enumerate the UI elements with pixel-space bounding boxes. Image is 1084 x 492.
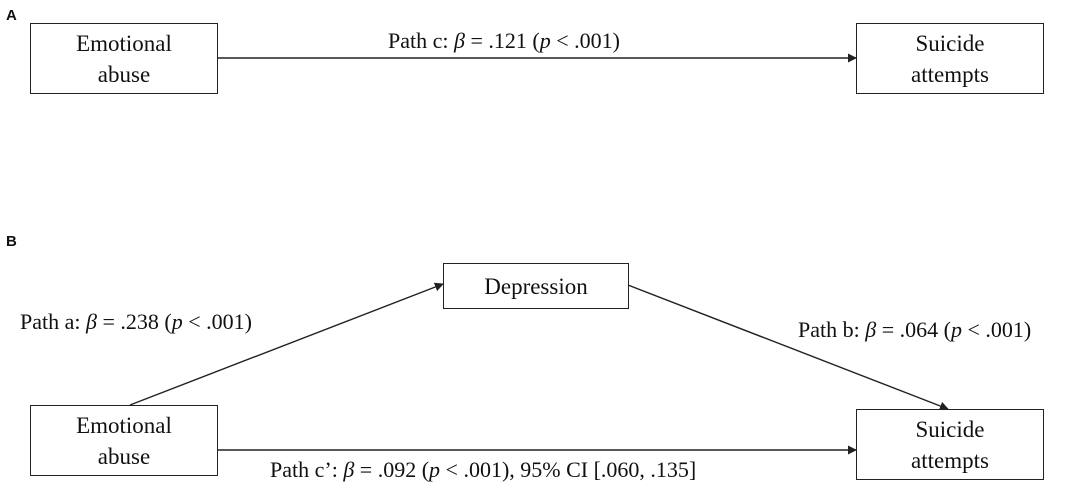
panel-b-emotional-abuse-box: Emotional abuse [30,405,218,476]
path-a-label: Path a: β = .238 (p < .001) [20,311,252,333]
arrow-path-a [129,282,444,406]
panel-a-suicide-attempts-line2: attempts [911,61,989,87]
panel-b-label: B [6,233,17,250]
path-c-prime-p: p [429,457,441,482]
arrow-path-b [627,284,949,411]
panel-b-suicide-attempts-line2: attempts [911,447,989,473]
panel-a-emotional-abuse-line2: abuse [97,61,151,87]
path-b-beta: β [865,317,877,342]
path-a-p: p [171,309,183,334]
path-c-prime-label: Path c’: β = .092 (p < .001), 95% CI [.0… [270,459,696,481]
path-b-prefix: Path b: [798,317,866,342]
path-c-label: Path c: β = .121 (p < .001) [388,30,620,52]
path-a-prefix: Path a: [20,309,86,334]
path-c-prime-prefix: Path c’: [270,457,344,482]
path-b-p: p [950,317,962,342]
path-c-suffix: < .001) [550,28,620,53]
panel-a-suicide-attempts-line1: Suicide [915,30,985,56]
path-c-prime-value: = .092 ( [354,457,430,482]
path-a-value: = .238 ( [96,309,172,334]
path-b-label: Path b: β = .064 (p < .001) [798,319,1031,341]
path-c-value: = .121 ( [464,28,540,53]
panel-a-label: A [6,7,17,24]
path-c-p: p [539,28,551,53]
path-b-suffix: < .001) [961,317,1032,342]
panel-a-emotional-abuse-line1: Emotional [76,30,172,56]
path-c-beta: β [454,28,465,53]
panel-b-suicide-attempts-box: Suicide attempts [856,409,1044,480]
path-b-value: = .064 ( [876,317,951,342]
panel-b-suicide-attempts-line1: Suicide [915,416,985,442]
panel-b-depression-text: Depression [484,273,588,299]
path-c-prime-suffix: < .001), 95% CI [.060, .135] [440,457,697,482]
path-c-prime-beta: β [343,457,355,482]
panel-a-suicide-attempts-box: Suicide attempts [856,23,1044,94]
path-a-suffix: < .001) [182,309,252,334]
path-c-prefix: Path c: [388,28,454,53]
panel-b-emotional-abuse-line2: abuse [97,443,151,469]
panel-b-emotional-abuse-line1: Emotional [76,412,172,438]
panel-a-emotional-abuse-box: Emotional abuse [30,23,218,94]
path-a-beta: β [86,309,97,334]
panel-b-depression-box: Depression [443,263,629,309]
